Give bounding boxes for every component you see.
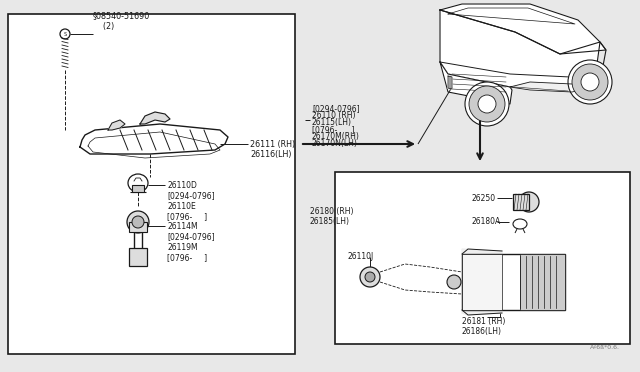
Circle shape bbox=[568, 60, 612, 104]
Text: [0294-0796]: [0294-0796] bbox=[312, 104, 360, 113]
Text: S: S bbox=[63, 32, 67, 36]
Bar bbox=[132, 185, 144, 192]
Text: 26250: 26250 bbox=[472, 194, 496, 203]
Circle shape bbox=[365, 272, 375, 282]
Text: 26114M
[0294-0796]
26119M
[0796-     ]: 26114M [0294-0796] 26119M [0796- ] bbox=[167, 222, 214, 262]
Text: 26110D
[0294-0796]
26110E
[0796-     ]: 26110D [0294-0796] 26110E [0796- ] bbox=[167, 181, 214, 221]
Text: 26170M(RH): 26170M(RH) bbox=[312, 132, 360, 141]
Text: 26181 (RH)
26186(LH): 26181 (RH) 26186(LH) bbox=[462, 317, 506, 336]
Polygon shape bbox=[140, 112, 170, 124]
Text: A♯6ß*0.6.: A♯6ß*0.6. bbox=[590, 345, 620, 350]
Circle shape bbox=[469, 86, 505, 122]
Polygon shape bbox=[440, 10, 600, 90]
Polygon shape bbox=[80, 124, 228, 154]
Ellipse shape bbox=[513, 219, 527, 229]
Bar bbox=[513, 194, 529, 210]
Polygon shape bbox=[440, 62, 512, 104]
Text: 26110J: 26110J bbox=[348, 252, 374, 261]
Text: 26180A: 26180A bbox=[472, 217, 501, 226]
Circle shape bbox=[478, 95, 496, 113]
Circle shape bbox=[447, 275, 461, 289]
Text: §08540-51690
    (2): §08540-51690 (2) bbox=[93, 12, 150, 31]
Polygon shape bbox=[440, 4, 606, 54]
Polygon shape bbox=[448, 76, 452, 89]
Bar bbox=[520, 254, 565, 310]
Bar bbox=[8, 14, 295, 354]
Polygon shape bbox=[462, 249, 502, 315]
Circle shape bbox=[519, 192, 539, 212]
Circle shape bbox=[360, 267, 380, 287]
Text: 26110 (RH): 26110 (RH) bbox=[312, 111, 355, 120]
Bar bbox=[335, 172, 630, 344]
Text: [0796-      ]: [0796- ] bbox=[312, 125, 355, 134]
Bar bbox=[462, 254, 565, 310]
Circle shape bbox=[132, 216, 144, 228]
Circle shape bbox=[127, 211, 149, 233]
Bar bbox=[462, 254, 502, 310]
Circle shape bbox=[581, 73, 599, 91]
Polygon shape bbox=[108, 120, 125, 130]
Text: 26111 (RH)
26116(LH): 26111 (RH) 26116(LH) bbox=[250, 140, 295, 159]
Text: 26170N(LH): 26170N(LH) bbox=[312, 139, 358, 148]
Text: 26115(LH): 26115(LH) bbox=[312, 118, 352, 127]
Circle shape bbox=[465, 82, 509, 126]
Circle shape bbox=[572, 64, 608, 100]
Bar bbox=[129, 222, 147, 232]
Text: 26180 (RH)
26185(LH): 26180 (RH) 26185(LH) bbox=[310, 207, 353, 227]
Bar bbox=[129, 248, 147, 266]
Polygon shape bbox=[510, 82, 590, 92]
